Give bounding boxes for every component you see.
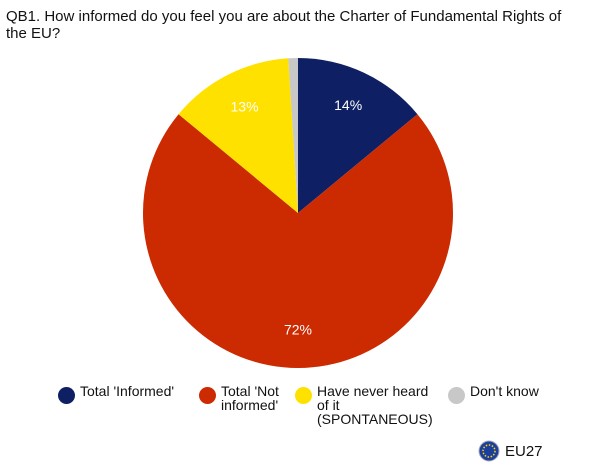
legend-label: Don't know	[470, 383, 539, 399]
pie-slice	[288, 58, 298, 213]
slice-label: 13%	[231, 99, 259, 115]
pie-slice	[178, 58, 298, 213]
pie-slice	[298, 58, 418, 213]
legend-item: Have never heard of it (SPONTANEOUS)	[295, 383, 433, 427]
slice-label: 14%	[334, 97, 362, 113]
legend-label: Total 'Informed'	[80, 383, 175, 399]
pie-slice	[142, 114, 454, 368]
legend-label: Have never heard of it (SPONTANEOUS)	[317, 383, 433, 427]
legend-item: Total 'Informed'	[58, 384, 190, 404]
eu-flag	[478, 440, 500, 462]
legend-swatch	[295, 387, 312, 404]
legend-label: Total 'Not informed'	[221, 383, 279, 413]
slice-label: 72%	[284, 322, 312, 338]
legend-swatch	[199, 387, 216, 404]
legend-item: Total 'Not informed'	[199, 384, 291, 412]
legend-swatch	[448, 387, 465, 404]
footnote: EU27	[505, 443, 543, 460]
legend-item: Don't know	[448, 384, 580, 404]
chart-title: QB1. How informed do you feel you are ab…	[6, 8, 562, 42]
legend-swatch	[58, 387, 75, 404]
